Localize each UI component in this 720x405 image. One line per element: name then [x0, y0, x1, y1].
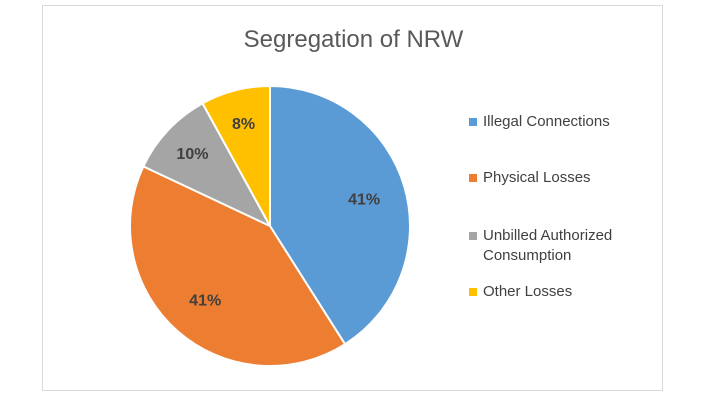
legend-item-physical-losses: Physical Losses — [469, 168, 653, 188]
data-label-physical-losses: 41% — [189, 293, 221, 310]
legend-item-illegal-connections: Illegal Connections — [469, 112, 653, 132]
data-label-other-losses: 8% — [232, 116, 255, 133]
legend-swatch-unbilled-authorized-consumption — [469, 232, 477, 240]
pie-slice-physical-losses — [129, 165, 347, 367]
pie-slice-unbilled-authorized-consumption — [141, 101, 273, 229]
pie-slice-other-losses — [201, 84, 271, 227]
legend-swatch-illegal-connections — [469, 118, 477, 126]
legend-label-unbilled-authorized-consumption: Unbilled Authorized Consumption — [483, 227, 613, 264]
pie-chart: 41% 41% 10% 8% — [129, 84, 411, 367]
legend-label-illegal-connections: Illegal Connections — [483, 113, 610, 130]
legend-label-physical-losses: Physical Losses — [483, 169, 591, 186]
legend-item-unbilled-authorized-consumption: Unbilled Authorized Consumption — [469, 226, 653, 266]
legend-swatch-physical-losses — [469, 174, 477, 182]
legend-item-other-losses: Other Losses — [469, 282, 653, 302]
legend-swatch-other-losses — [469, 288, 477, 296]
data-label-illegal-connections: 41% — [348, 192, 380, 209]
data-label-unbilled-authorized-consumption: 10% — [176, 146, 208, 163]
legend-label-other-losses: Other Losses — [483, 283, 573, 300]
chart-title: Segregation of NRW — [243, 26, 464, 53]
chart-frame: Segregation of NRW 41% 41% 10% 8% Illegal C… — [42, 5, 663, 391]
